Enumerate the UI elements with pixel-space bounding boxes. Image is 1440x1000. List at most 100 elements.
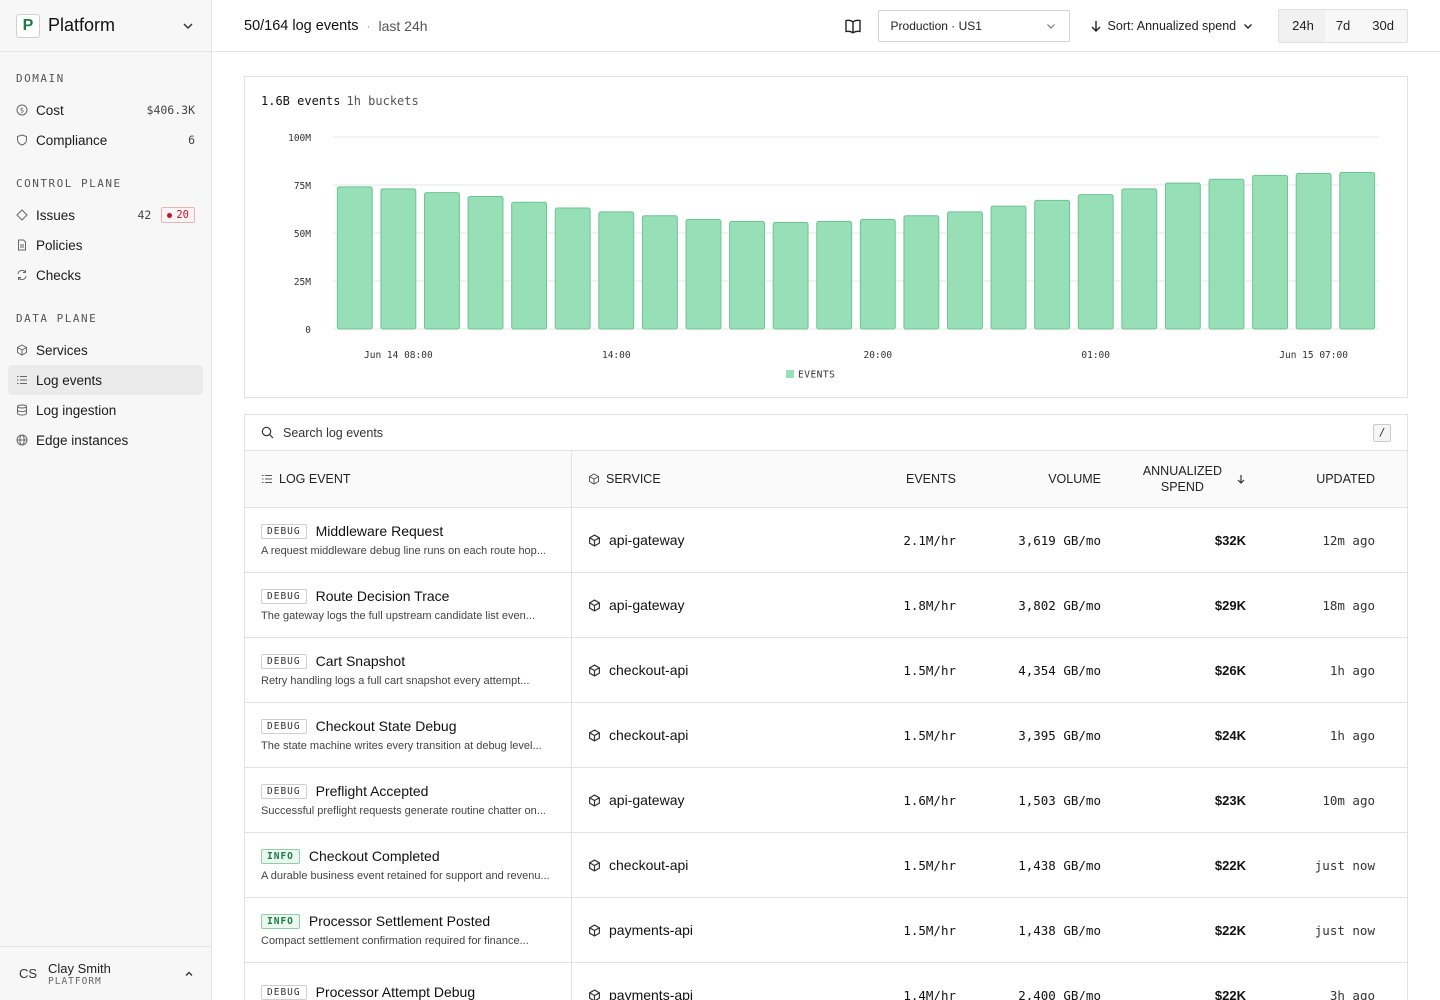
column-header-volume[interactable]: VOLUME <box>1048 472 1101 486</box>
event-name[interactable]: Route Decision Trace <box>315 588 450 604</box>
alert-dot-icon <box>167 212 173 218</box>
event-heading: DEBUG Preflight Accepted <box>261 783 428 799</box>
level-badge: DEBUG <box>261 718 307 734</box>
sidebar-item-log-events[interactable]: Log events <box>8 365 203 395</box>
cell-updated: 18m ago <box>1322 597 1375 613</box>
chevron-down-icon <box>183 22 193 29</box>
diamond-icon <box>16 209 28 221</box>
service-name[interactable]: checkout-api <box>609 857 689 873</box>
event-name[interactable]: Checkout Completed <box>308 848 440 864</box>
chart-bucket-size: 1h buckets <box>346 94 419 108</box>
section-label-domain: DOMAIN <box>16 72 65 85</box>
cell-service: payments-api <box>572 898 822 962</box>
chart-bar <box>990 205 1027 330</box>
table-row[interactable]: DEBUG Checkout State Debug The state mac… <box>245 703 1407 768</box>
service-name[interactable]: checkout-api <box>609 727 689 743</box>
sidebar-item-compliance[interactable]: Compliance 6 <box>8 125 203 155</box>
chart-summary: 1.6B events 1h buckets <box>261 94 419 108</box>
service-name[interactable]: api-gateway <box>609 792 685 808</box>
service-name[interactable]: checkout-api <box>609 662 689 678</box>
search-shortcut-hint: / <box>1373 423 1391 442</box>
table-row[interactable]: DEBUG Processor Attempt Debug payments-a… <box>245 963 1407 1000</box>
sidebar-item-policies[interactable]: Policies <box>8 230 203 260</box>
chevron-up-icon <box>185 971 193 976</box>
sidebar-item-log-ingestion[interactable]: Log ingestion <box>8 395 203 425</box>
column-header-events[interactable]: EVENTS <box>905 472 956 486</box>
sort-label: Sort: Annualized spend <box>1107 18 1237 33</box>
event-description: A durable business event retained for su… <box>261 870 550 882</box>
log-events-table-card: / LOG EVENT SERVICE EVENTS VOLUME ANNUAL… <box>244 414 1408 1000</box>
svg-text:$: $ <box>20 107 24 115</box>
cell-log-event: INFO Checkout Completed A durable busine… <box>245 833 572 897</box>
service-name[interactable]: payments-api <box>609 987 694 1000</box>
cell-updated: 10m ago <box>1322 792 1375 808</box>
chevron-down-icon <box>1046 23 1055 29</box>
table-row[interactable]: DEBUG Preflight Accepted Successful pref… <box>245 768 1407 833</box>
cell-log-event: INFO Processor Settlement Posted Compact… <box>245 898 572 962</box>
y-tick-label: 0 <box>305 325 311 336</box>
sidebar: P Platform DOMAIN $ Cost $406.3K Complia… <box>0 0 212 1000</box>
sidebar-item-label: Issues <box>36 207 76 223</box>
cell-events: 1.5M/hr <box>903 662 956 678</box>
y-tick-label: 50M <box>294 229 311 240</box>
service-name[interactable]: payments-api <box>609 922 694 938</box>
event-description: The gateway logs the full upstream candi… <box>261 610 535 622</box>
table-row[interactable]: DEBUG Cart Snapshot Retry handling logs … <box>245 638 1407 703</box>
sort-dropdown[interactable]: Sort: Annualized spend <box>1090 19 1255 33</box>
event-name[interactable]: Preflight Accepted <box>315 783 429 799</box>
event-name[interactable]: Processor Settlement Posted <box>308 913 491 929</box>
chart-bar <box>1121 188 1158 330</box>
chart-bar <box>424 192 460 330</box>
cell-annualized-spend: $22K <box>1214 857 1246 873</box>
column-header-updated[interactable]: UPDATED <box>1316 472 1375 486</box>
range-7d-button[interactable]: 7d <box>1335 18 1351 33</box>
chart-bar <box>903 215 940 330</box>
column-header-log-event[interactable]: LOG EVENT <box>245 451 572 507</box>
dollar-icon: $ <box>16 104 28 116</box>
search-bar: / <box>245 415 1407 451</box>
cell-volume: 2,400 GB/mo <box>1018 987 1101 1000</box>
cube-icon <box>589 663 600 677</box>
chart-bar <box>641 215 678 330</box>
event-name[interactable]: Processor Attempt Debug <box>315 984 476 1000</box>
sidebar-item-services[interactable]: Services <box>8 335 203 365</box>
sidebar-item-cost[interactable]: $ Cost $406.3K <box>8 95 203 125</box>
database-icon <box>16 404 28 416</box>
book-icon[interactable] <box>844 17 862 35</box>
search-input[interactable] <box>283 425 1373 440</box>
table-row[interactable]: INFO Processor Settlement Posted Compact… <box>245 898 1407 963</box>
table-row[interactable]: DEBUG Middleware Request A request middl… <box>245 508 1407 573</box>
table-row[interactable]: DEBUG Route Decision Trace The gateway l… <box>245 573 1407 638</box>
title-separator: · <box>366 18 371 33</box>
range-24h-button[interactable]: 24h <box>1279 9 1325 42</box>
chart-bar <box>1295 172 1332 330</box>
workspace-switcher[interactable]: P Platform <box>0 0 211 52</box>
user-menu[interactable]: CS Clay Smith PLATFORM <box>0 946 211 1000</box>
sidebar-item-checks[interactable]: Checks <box>8 260 203 290</box>
event-name[interactable]: Checkout State Debug <box>315 718 457 734</box>
event-name[interactable]: Cart Snapshot <box>315 653 406 669</box>
cell-log-event: DEBUG Checkout State Debug The state mac… <box>245 703 572 767</box>
event-name[interactable]: Middleware Request <box>315 523 444 539</box>
cell-volume: 3,619 GB/mo <box>1018 532 1101 548</box>
column-header-annualized-spend[interactable]: ANNUALIZED SPEND <box>1101 463 1246 495</box>
environment-select[interactable]: Production · US1 <box>877 9 1070 42</box>
x-tick-label: 01:00 <box>1081 350 1110 361</box>
level-badge: DEBUG <box>261 783 307 799</box>
service-name[interactable]: api-gateway <box>609 597 685 613</box>
events-bar-chart: 0 25M 50M 75M 100M Jun 14 08:00 14:00 20:00 01:… <box>288 133 1379 381</box>
sidebar-item-label: Log events <box>36 372 103 388</box>
sidebar-item-label: Cost <box>36 102 64 118</box>
table-row[interactable]: INFO Checkout Completed A durable busine… <box>245 833 1407 898</box>
sidebar-item-issues[interactable]: Issues 42 20 <box>8 200 203 230</box>
sidebar-item-label: Services <box>36 342 88 358</box>
chart-bar <box>685 219 722 330</box>
column-header-service[interactable]: SERVICE <box>572 451 822 507</box>
list-icon <box>16 374 28 386</box>
service-name[interactable]: api-gateway <box>609 532 685 548</box>
sidebar-item-edge-instances[interactable]: Edge instances <box>8 425 203 455</box>
range-30d-button[interactable]: 30d <box>1372 18 1394 33</box>
event-heading: INFO Checkout Completed <box>261 848 440 864</box>
chart-bar <box>947 211 983 330</box>
chart-bar <box>511 201 548 330</box>
